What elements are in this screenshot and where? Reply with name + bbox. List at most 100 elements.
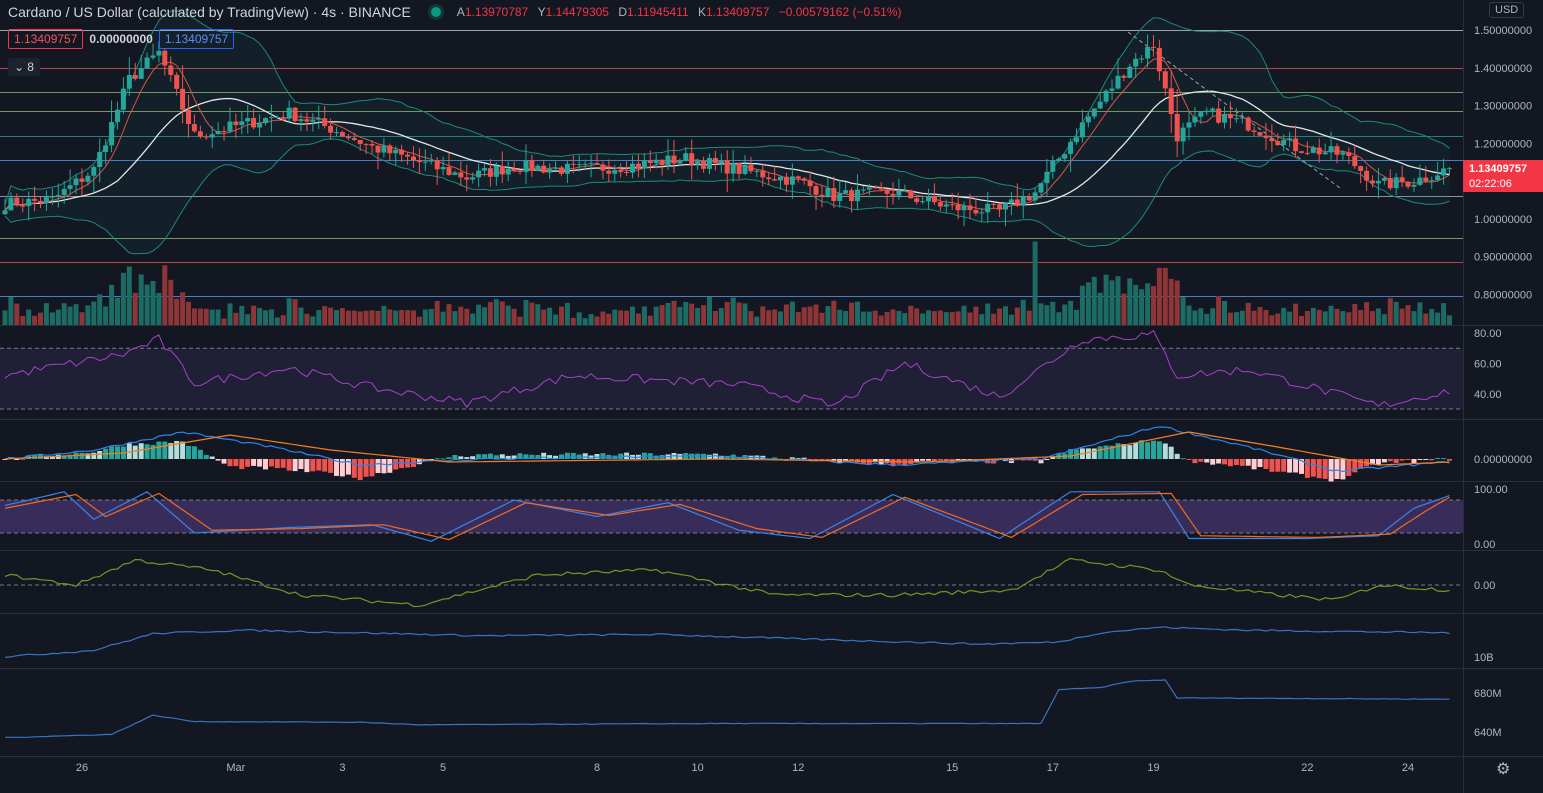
candle-body [168,65,174,75]
macd-histogram-bar [582,453,588,459]
volume-bar [772,309,778,325]
volume-bar [908,305,914,325]
candle-body [144,57,150,69]
candle-body [1263,135,1269,139]
candle-body [1316,147,1322,155]
indicator-value-box[interactable]: 1.13409757 [8,29,84,49]
candle-body [683,153,689,161]
volume-bar [1020,299,1026,325]
volume-bar [1245,302,1251,325]
candle-body [174,74,180,89]
volume-bar [920,313,926,325]
stoch-band-fill [0,500,1463,533]
volume-bar [186,301,191,325]
volume-bar [446,304,452,325]
volume-bar [517,316,523,325]
candle-body [2,210,8,215]
macd-histogram-bar [1186,459,1192,460]
time-axis-tick: 15 [946,762,958,774]
candle-body [49,196,55,198]
macd-histogram-bar [482,454,487,459]
macd-histogram-bar [606,454,612,459]
rsi-axis-tick: 40.00 [1474,389,1502,401]
volume-bar [979,314,985,325]
macd-histogram-bar [292,459,298,472]
candle-body [884,189,890,194]
volume-bar [1074,309,1079,325]
macd-histogram-bar [1399,459,1405,461]
macd-histogram-bar [1127,445,1133,459]
volume-bar [251,305,257,325]
candle-body [600,164,606,171]
macd-histogram-bar [493,455,499,459]
volume-bar [523,300,529,325]
candle-body [334,132,339,134]
gear-icon[interactable]: ⚙ [1496,761,1511,778]
macd-histogram-bar [890,459,896,466]
volume-bar [1115,276,1121,325]
candle-body [908,190,914,199]
macd-histogram-bar [369,459,375,477]
candle-body [1447,168,1452,170]
volume-bar [91,301,97,325]
candle-body [482,168,487,171]
volume-bar [843,310,849,325]
indicators-collapse-button[interactable]: ⌄ 8 [8,58,40,76]
candle-body [1423,177,1429,182]
candle-body [209,134,215,138]
candle-body [1222,114,1227,123]
volume-bar [973,306,979,325]
indicator-value-box-blue[interactable]: 1.13409757 [158,29,235,49]
macd-histogram-bar [1417,459,1423,460]
indicator-zero-value: 0.00000000 [89,32,153,46]
macd-histogram-bar [1310,459,1316,477]
volume-bar [1293,303,1299,325]
volume-bar [120,272,126,325]
volume-ma-line [5,679,1450,738]
macd-histogram-bar [186,445,191,459]
candle-body [1026,196,1032,201]
candle-body [499,166,505,175]
candle-body [1441,168,1447,176]
macd-histogram-bar [138,443,144,459]
volume-bar [1334,308,1340,325]
symbol-title[interactable]: Cardano / US Dollar (calculated by Tradi… [8,4,411,20]
volume-bar [43,303,49,325]
macd-histogram-bar [1162,443,1168,459]
volume-bar [369,310,375,325]
cmf-line [4,557,1450,608]
candle-body [1429,180,1435,182]
candle-body [967,205,973,210]
candle-body [73,178,79,186]
volume-bar [890,309,896,325]
macd-histogram-bar [144,444,150,459]
candle-body [452,172,458,175]
volume-ma-axis-tick: 680M [1474,688,1502,700]
volume-bar [1251,310,1257,325]
macd-histogram-bar [517,453,523,459]
volume-bar [470,313,476,325]
candle-body [1074,137,1079,143]
volume-bar [1340,311,1346,325]
macd-histogram-bar [132,445,138,459]
macd-histogram-bar [1222,459,1227,465]
macd-histogram-bar [174,441,180,459]
macd-histogram-bar [1151,440,1156,459]
volume-bar [1056,312,1062,325]
currency-label[interactable]: USD [1489,2,1525,18]
candle-body [997,204,1003,210]
candle-body [197,131,203,137]
stoch-axis-tick: 0.00 [1474,539,1495,551]
candle-body [487,168,493,177]
macd-histogram-bar [772,457,778,459]
candle-body [1435,175,1441,181]
macd-histogram-bar [1411,459,1417,463]
volume-bar [677,306,683,325]
volume-bar [1068,300,1074,325]
candle-body [825,188,831,197]
candle-body [411,156,416,160]
volume-bar [405,310,411,325]
macd-histogram-bar [458,456,464,459]
ohlc-label-high: Y [537,5,546,19]
